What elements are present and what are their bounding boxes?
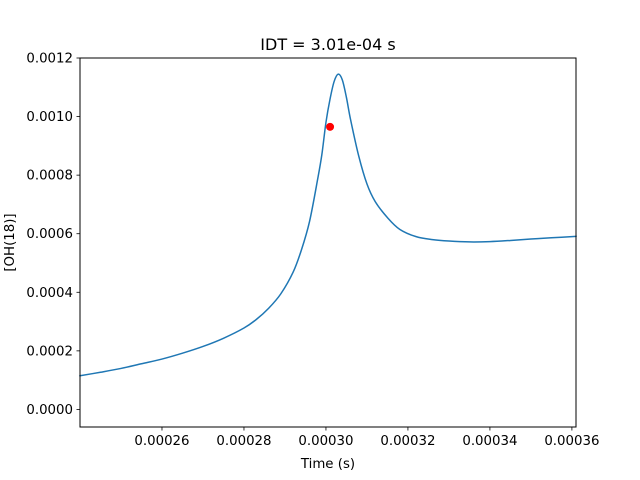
y-tick-label: 0.0004 [26,286,73,301]
y-tick-label: 0.0010 [26,110,73,125]
y-tick-label: 0.0008 [26,169,73,184]
plot-area [79,73,577,377]
y-tick-label: 0.0000 [26,403,73,418]
chart-title: IDT = 3.01e-04 s [260,35,395,54]
y-tick-label: 0.0012 [26,52,73,67]
x-tick-label: 0.00030 [298,434,353,449]
idt-marker-point [326,122,335,131]
x-tick-label: 0.00026 [134,434,189,449]
x-tick-label: 0.00032 [380,434,435,449]
x-tick-label: 0.00034 [462,434,517,449]
x-tick-label: 0.00028 [216,434,271,449]
marker-layer [326,122,335,131]
y-axis-ticks: 0.0000 0.0002 0.0004 0.0006 0.0008 0.0010 0.00… [26,52,80,418]
x-tick-label: 0.00036 [544,434,599,449]
y-tick-label: 0.0006 [26,227,73,242]
y-tick-label: 0.0002 [26,344,73,359]
y-axis-label: [OH(18)] [3,213,18,271]
series-line-0 [79,73,577,377]
axes-frame [79,57,577,428]
x-axis-ticks: 0.00026 0.00028 0.00030 0.00032 0.00034 0.000… [134,427,599,449]
x-axis-label: Time (s) [300,457,355,472]
